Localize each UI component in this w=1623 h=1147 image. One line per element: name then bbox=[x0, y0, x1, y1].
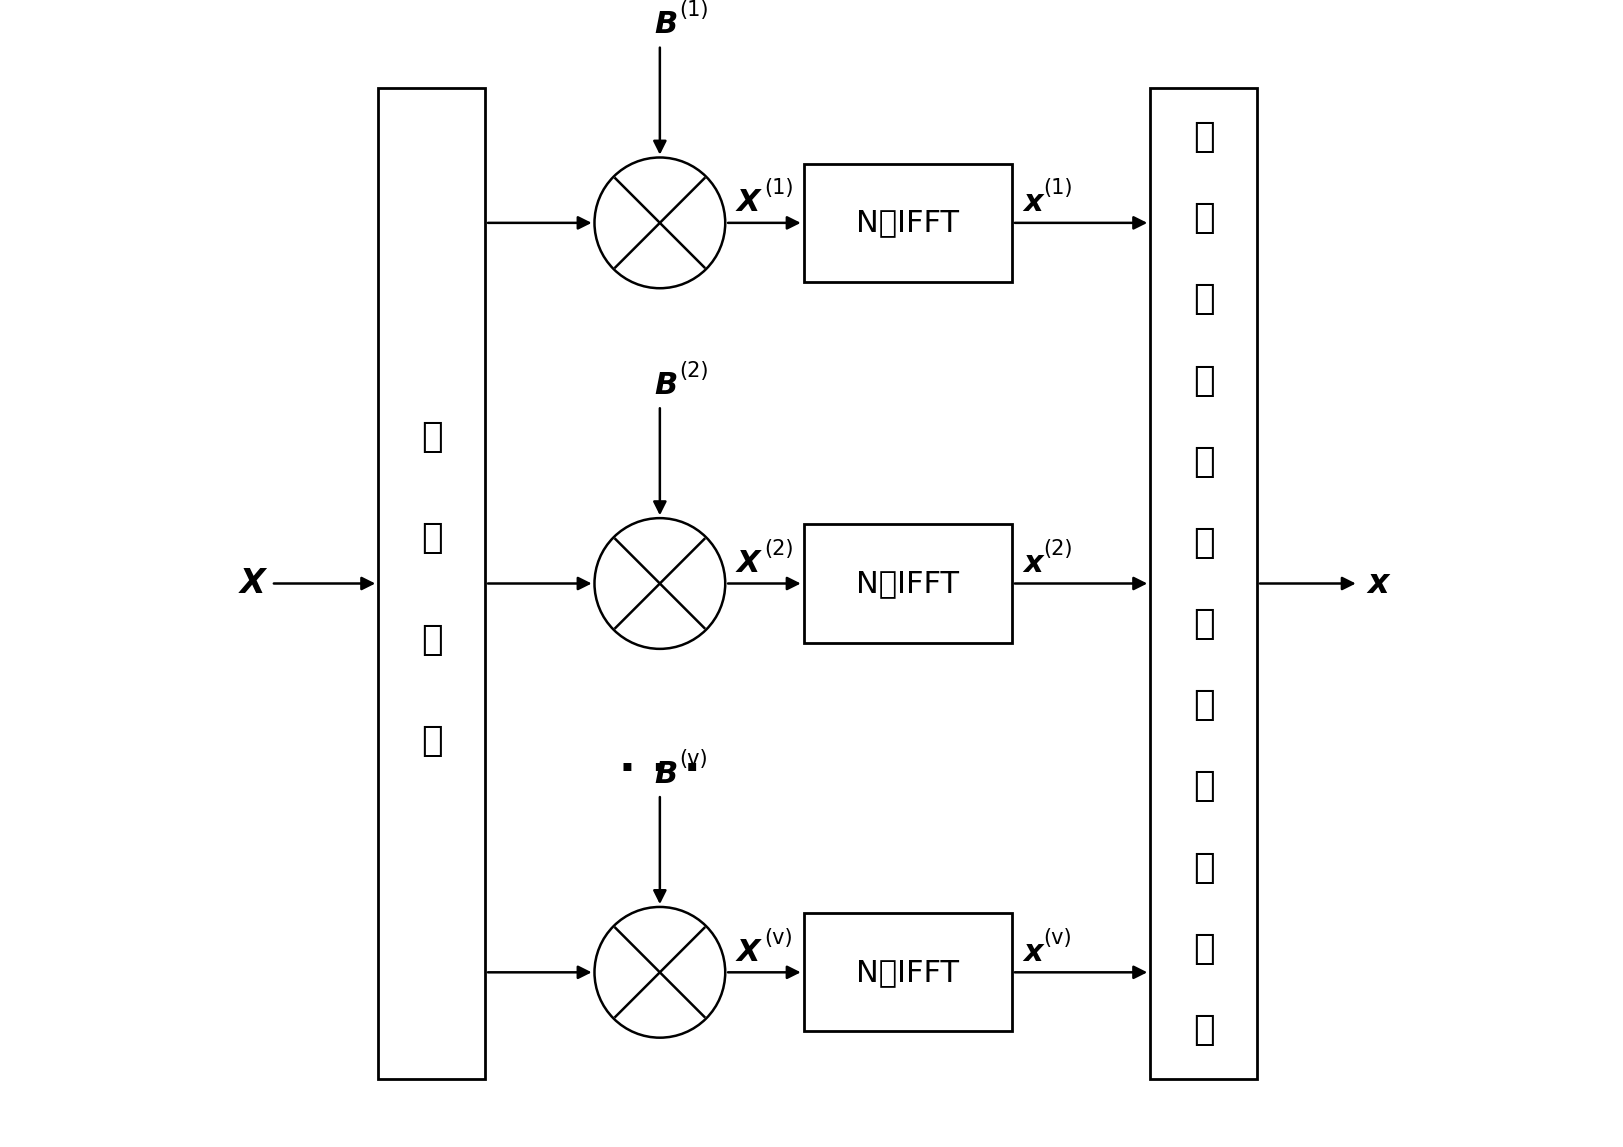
Text: (1): (1) bbox=[678, 0, 708, 19]
Bar bbox=[803, 164, 1011, 282]
Text: 选: 选 bbox=[1191, 120, 1214, 154]
Text: X: X bbox=[737, 188, 760, 217]
Text: (v): (v) bbox=[678, 749, 708, 770]
Bar bbox=[378, 87, 485, 1079]
Circle shape bbox=[594, 907, 725, 1038]
Text: 均: 均 bbox=[1191, 364, 1214, 398]
Text: 小: 小 bbox=[1191, 607, 1214, 641]
Text: (1): (1) bbox=[764, 178, 794, 198]
Text: N点IFFT: N点IFFT bbox=[855, 569, 959, 598]
Text: 输: 输 bbox=[1191, 1013, 1214, 1047]
Text: X: X bbox=[737, 938, 760, 967]
Text: B: B bbox=[654, 10, 677, 39]
Text: 最: 最 bbox=[1191, 526, 1214, 560]
Circle shape bbox=[594, 157, 725, 288]
Text: 并: 并 bbox=[420, 522, 441, 555]
Text: N点IFFT: N点IFFT bbox=[855, 209, 959, 237]
Text: 转: 转 bbox=[420, 623, 441, 657]
Text: 的: 的 bbox=[1191, 688, 1214, 723]
Text: B: B bbox=[654, 370, 677, 400]
Text: 串: 串 bbox=[420, 420, 441, 454]
Text: x: x bbox=[1022, 938, 1042, 967]
Text: · · ·: · · · bbox=[618, 748, 700, 791]
Text: X: X bbox=[737, 549, 760, 578]
Text: 一: 一 bbox=[1191, 770, 1214, 803]
Text: x: x bbox=[1022, 188, 1042, 217]
Text: x: x bbox=[1367, 567, 1388, 600]
Text: (v): (v) bbox=[764, 928, 792, 947]
Bar bbox=[803, 524, 1011, 642]
Text: x: x bbox=[1022, 549, 1042, 578]
Circle shape bbox=[594, 518, 725, 649]
Text: (2): (2) bbox=[764, 539, 794, 559]
Text: X: X bbox=[240, 567, 265, 600]
Bar bbox=[1149, 87, 1256, 1079]
Bar bbox=[803, 913, 1011, 1031]
Text: 换: 换 bbox=[420, 724, 441, 758]
Text: (v): (v) bbox=[1044, 928, 1071, 947]
Text: B: B bbox=[654, 759, 677, 789]
Text: 峰: 峰 bbox=[1191, 282, 1214, 317]
Text: 比: 比 bbox=[1191, 445, 1214, 478]
Text: N点IFFT: N点IFFT bbox=[855, 958, 959, 986]
Text: (1): (1) bbox=[1044, 178, 1073, 198]
Text: (2): (2) bbox=[678, 360, 708, 381]
Text: (2): (2) bbox=[1044, 539, 1073, 559]
Text: 传: 传 bbox=[1191, 931, 1214, 966]
Text: 择: 择 bbox=[1191, 202, 1214, 235]
Text: 路: 路 bbox=[1191, 851, 1214, 884]
